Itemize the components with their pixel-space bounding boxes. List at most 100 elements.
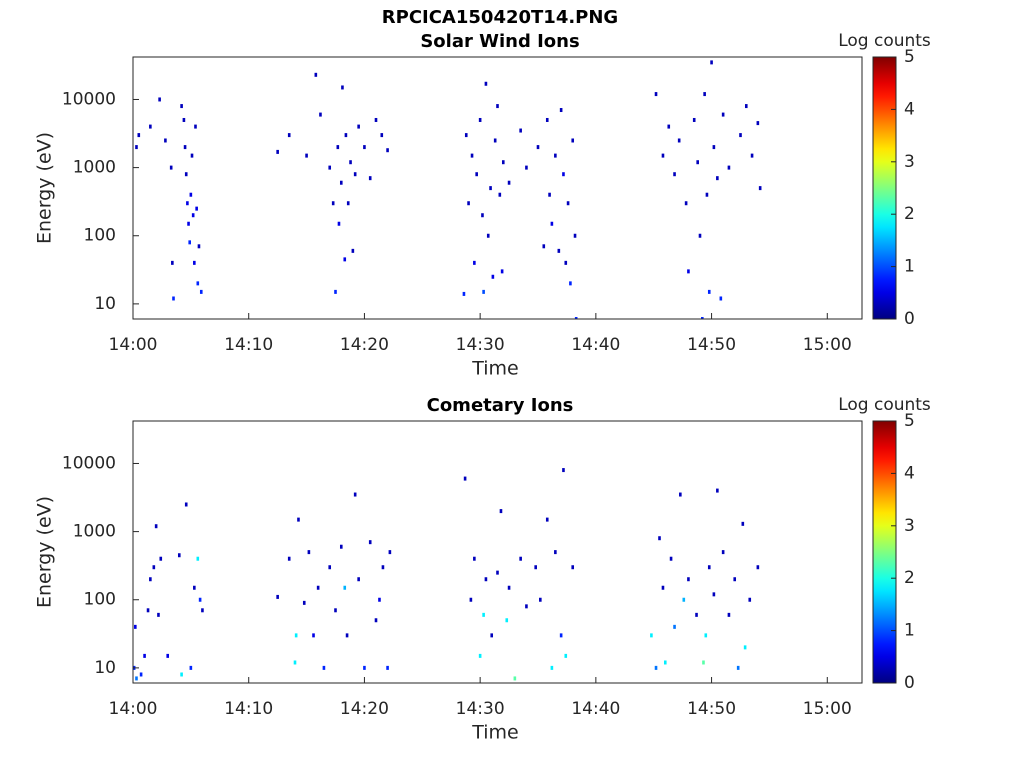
cell bbox=[294, 633, 298, 638]
cell bbox=[661, 585, 665, 590]
colorbar-tick-label: 1 bbox=[904, 257, 915, 277]
x-tick-label: 14:50 bbox=[687, 335, 736, 355]
cell bbox=[481, 213, 484, 218]
colorbar-tick-label: 1 bbox=[904, 621, 915, 641]
cell bbox=[189, 665, 193, 670]
cell bbox=[464, 133, 468, 138]
y-tick-label: 100 bbox=[84, 226, 116, 246]
cell bbox=[158, 97, 161, 102]
cell bbox=[381, 565, 385, 570]
cell bbox=[716, 488, 719, 493]
cell bbox=[337, 221, 341, 226]
y-tick-label: 10 bbox=[94, 294, 116, 314]
plot-frame bbox=[132, 56, 863, 320]
y-axis-label: Energy (eV) bbox=[34, 496, 56, 608]
cell bbox=[498, 192, 502, 197]
cell bbox=[134, 624, 137, 629]
cell bbox=[525, 604, 528, 609]
cell bbox=[374, 618, 378, 623]
cell bbox=[305, 153, 308, 158]
cell bbox=[559, 108, 563, 113]
cell bbox=[276, 594, 279, 599]
y-axis-label: Energy (eV) bbox=[34, 132, 56, 244]
cell bbox=[490, 633, 494, 638]
cell bbox=[564, 260, 568, 265]
cell bbox=[189, 192, 193, 197]
cell bbox=[186, 201, 189, 206]
cell bbox=[339, 180, 343, 185]
cell bbox=[539, 597, 542, 602]
cells bbox=[133, 468, 760, 681]
cell bbox=[505, 618, 509, 623]
colorbar-tick-label: 3 bbox=[904, 516, 915, 536]
cell bbox=[137, 133, 141, 138]
cell bbox=[727, 612, 731, 617]
cell bbox=[743, 645, 747, 650]
cell bbox=[482, 612, 485, 617]
cell bbox=[667, 124, 671, 129]
cell bbox=[507, 180, 511, 185]
cell bbox=[152, 565, 156, 570]
cell bbox=[331, 201, 335, 206]
cell bbox=[712, 592, 716, 597]
cell bbox=[519, 128, 522, 133]
colorbar-tick-label: 4 bbox=[904, 99, 915, 119]
cell bbox=[195, 206, 198, 211]
cell bbox=[357, 577, 360, 582]
cell bbox=[501, 160, 505, 165]
cell bbox=[559, 633, 563, 638]
cell bbox=[569, 281, 572, 286]
cell bbox=[496, 570, 499, 575]
cell bbox=[345, 633, 349, 638]
cell bbox=[534, 565, 537, 570]
cell bbox=[669, 556, 673, 561]
cell bbox=[344, 133, 348, 138]
colorbar-tick-label: 4 bbox=[904, 463, 915, 483]
cell bbox=[199, 289, 203, 294]
cell bbox=[712, 145, 716, 150]
cell bbox=[513, 676, 517, 681]
cell bbox=[135, 676, 138, 681]
cell bbox=[571, 565, 575, 570]
cell bbox=[469, 597, 473, 602]
cell bbox=[756, 121, 760, 126]
cell bbox=[180, 104, 183, 109]
cell bbox=[184, 502, 188, 507]
cell bbox=[707, 565, 711, 570]
cell bbox=[316, 585, 320, 590]
cell bbox=[159, 556, 163, 561]
cell bbox=[171, 260, 174, 265]
cell bbox=[302, 600, 306, 605]
cell bbox=[193, 585, 196, 590]
cell bbox=[187, 221, 190, 226]
cell bbox=[357, 124, 360, 129]
cell bbox=[682, 597, 686, 602]
y-tick-label: 10 bbox=[94, 658, 116, 678]
cell bbox=[716, 176, 719, 181]
cell bbox=[319, 112, 322, 117]
cell bbox=[334, 289, 337, 294]
cell bbox=[182, 117, 186, 122]
cell bbox=[475, 172, 478, 177]
cell bbox=[198, 597, 202, 602]
cell bbox=[486, 233, 490, 238]
cell bbox=[684, 201, 688, 206]
cell bbox=[139, 672, 143, 677]
cell bbox=[484, 577, 488, 582]
cell bbox=[180, 672, 183, 677]
cell bbox=[380, 133, 384, 138]
cell bbox=[386, 148, 389, 153]
cell bbox=[687, 269, 690, 274]
x-tick-label: 14:40 bbox=[571, 335, 620, 355]
cell bbox=[744, 104, 748, 109]
cell bbox=[650, 633, 653, 638]
cell bbox=[307, 550, 311, 555]
cell bbox=[574, 317, 578, 319]
cell bbox=[188, 240, 191, 245]
cell bbox=[143, 653, 146, 658]
cell bbox=[467, 201, 470, 206]
cell bbox=[172, 296, 175, 301]
cell bbox=[721, 112, 725, 117]
cell bbox=[157, 612, 160, 617]
